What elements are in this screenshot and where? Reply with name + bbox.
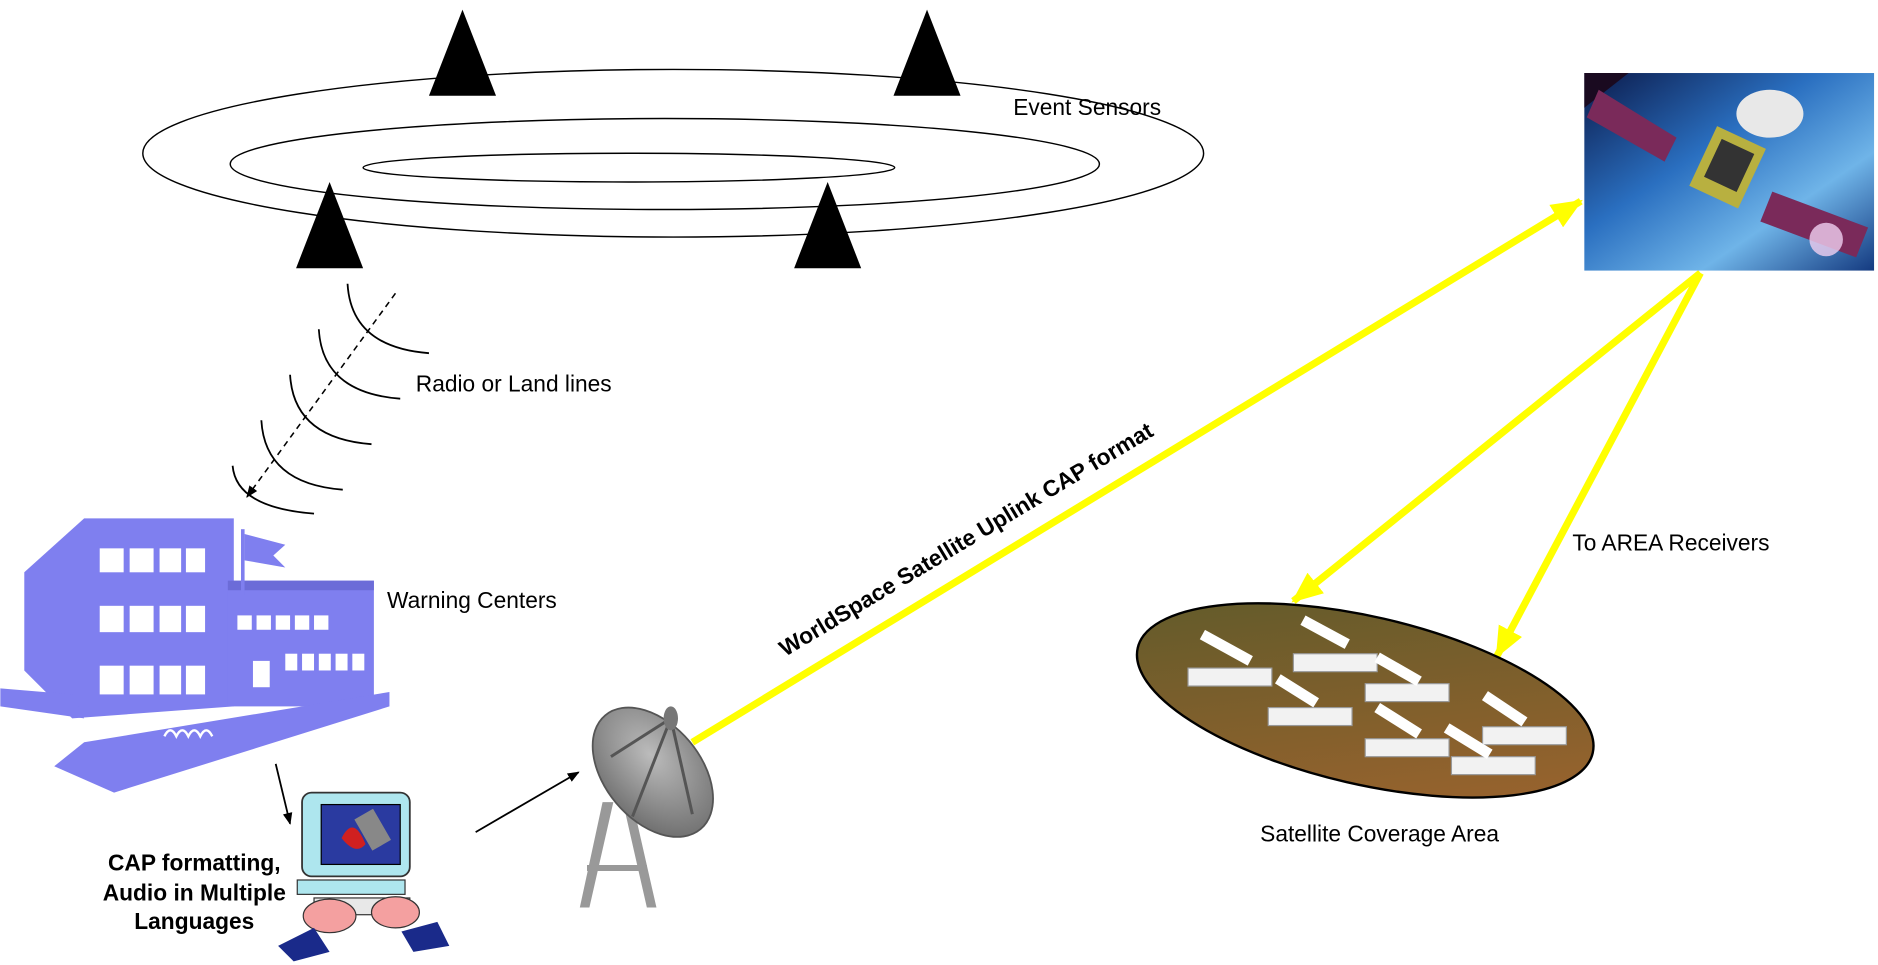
radio-waves: [233, 284, 429, 514]
diagram: Event Sensors Radio or Land lines Warnin…: [0, 0, 1878, 965]
computer-icon: [278, 793, 449, 962]
warning-center-building: [0, 518, 389, 792]
cap-label-line: Languages: [134, 908, 254, 934]
warning-centers-label: Warning Centers: [387, 587, 557, 613]
coverage-label: Satellite Coverage Area: [1260, 821, 1499, 847]
satellite-image: [1584, 73, 1874, 271]
downlink-beam: [1497, 273, 1701, 656]
radio-label: Radio or Land lines: [416, 371, 612, 397]
arrow-to-computer: [276, 764, 290, 824]
uplink-label: WorldSpace Satellite Uplink CAP format: [775, 417, 1158, 662]
page: {"labels": { "event_sensors": "Event Sen…: [0, 0, 1878, 965]
event-sensors-label: Event Sensors: [1013, 94, 1161, 120]
area-receivers-label: To AREA Receivers: [1572, 530, 1769, 556]
cap-formatting-label: CAP formatting, Audio in Multiple Langua…: [103, 849, 286, 934]
sensor-triangles: [296, 10, 960, 269]
cap-label-line: Audio in Multiple: [103, 879, 286, 905]
satellite-dish: [568, 685, 737, 908]
arrow-to-dish: [476, 772, 579, 832]
cap-label-line: CAP formatting,: [108, 849, 281, 875]
